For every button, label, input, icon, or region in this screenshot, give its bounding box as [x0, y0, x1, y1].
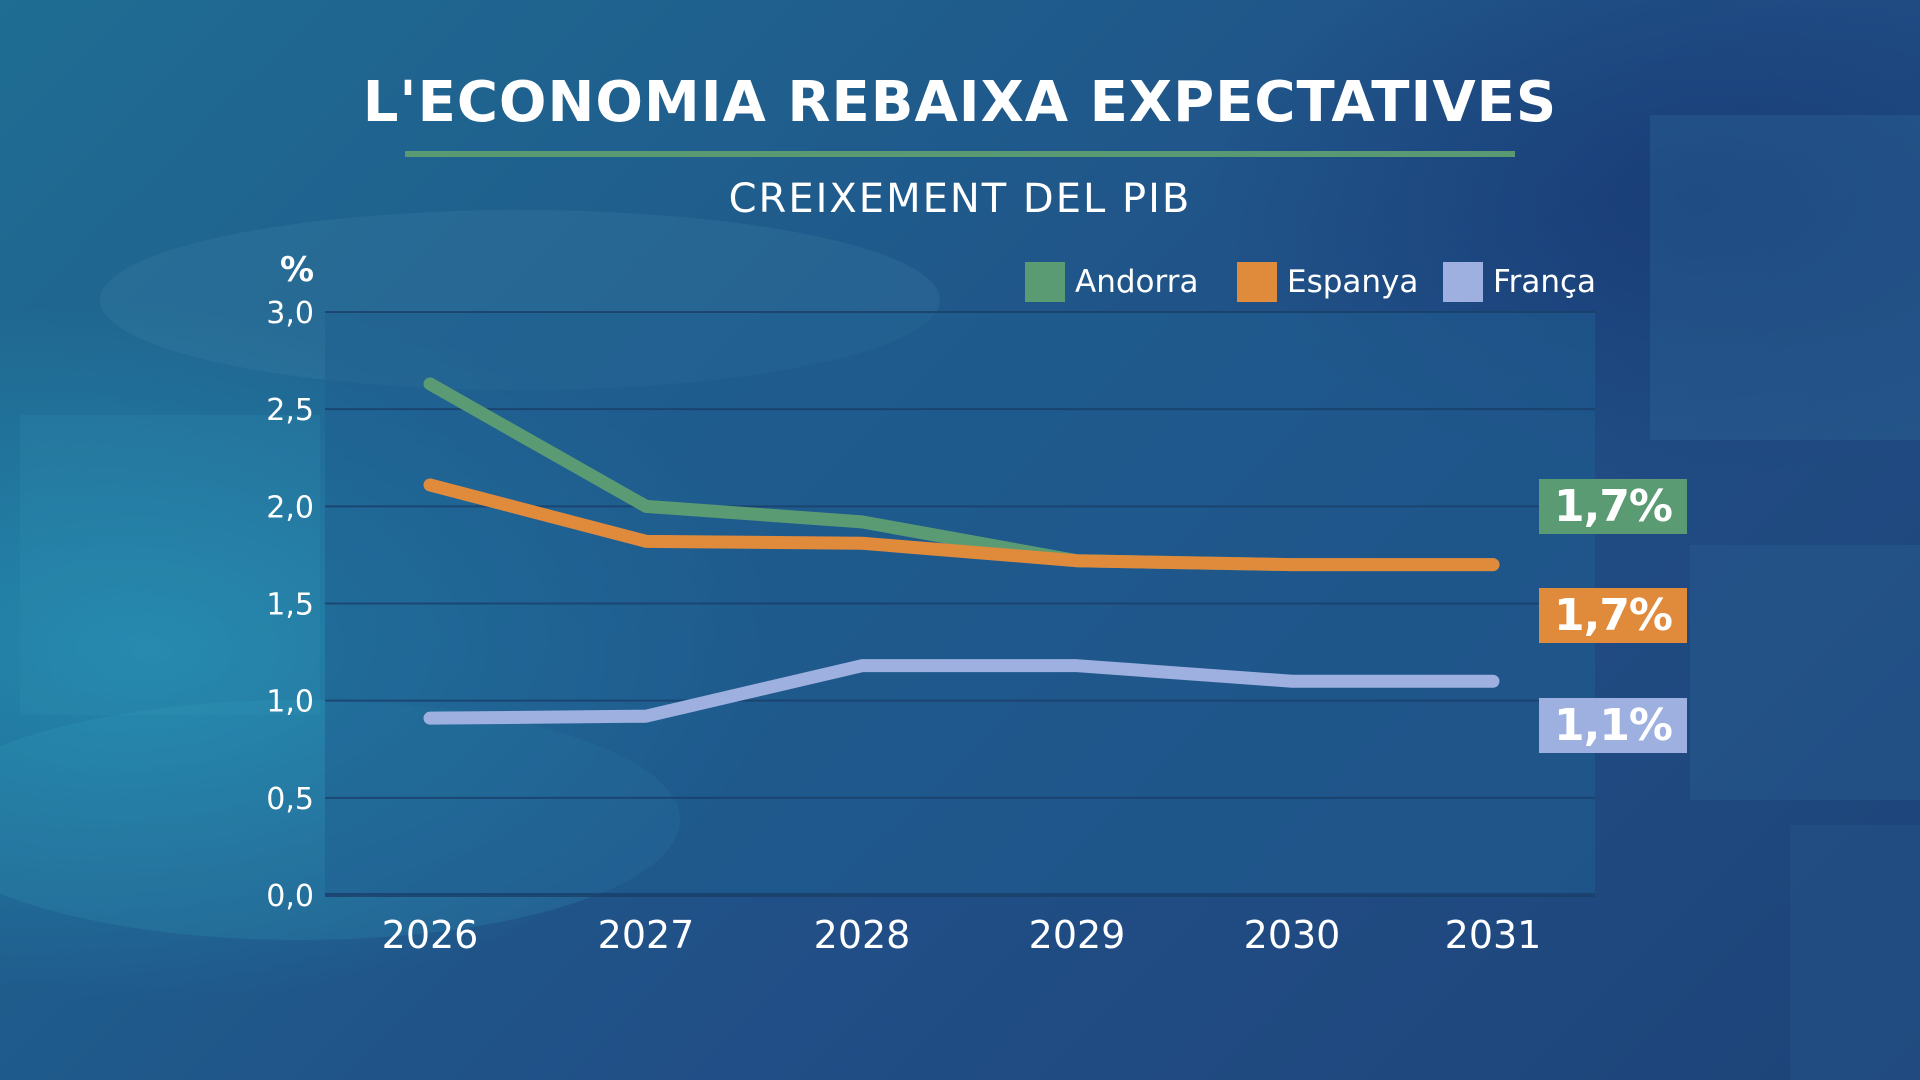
legend-swatch-franca [1443, 262, 1483, 302]
legend-label-espanya: Espanya [1287, 264, 1419, 300]
legend-item-andorra: Andorra [1025, 262, 1198, 302]
end-label-espanya: 1,7% [1539, 588, 1687, 643]
series-line-franca [423, 659, 1500, 725]
y-axis-ticks: 0,0 0,5 1,0 1,5 2,0 2,5 3,0 [266, 296, 314, 914]
x-tick-label: 2026 [382, 913, 479, 957]
x-tick-label: 2027 [598, 913, 695, 957]
legend-item-franca: França [1443, 262, 1596, 302]
series-line-espanya [423, 478, 1500, 572]
chart-title: L'ECONOMIA REBAIXA EXPECTATIVES [362, 70, 1558, 135]
x-tick-label: 2030 [1244, 913, 1341, 957]
x-axis-ticks: 2026 2027 2028 2029 2030 2031 [382, 913, 1542, 957]
x-tick-label: 2031 [1445, 913, 1542, 957]
y-tick-label: 0,0 [266, 879, 314, 914]
end-label-franca: 1,1% [1539, 698, 1687, 753]
x-tick-label: 2028 [814, 913, 911, 957]
chart-subtitle: CREIXEMENT DEL PIB [728, 176, 1192, 222]
series-lines [423, 377, 1500, 725]
legend-swatch-espanya [1237, 262, 1277, 302]
y-tick-label: 1,0 [266, 685, 314, 720]
end-label-andorra: 1,7% [1539, 479, 1687, 534]
y-tick-label: 3,0 [266, 296, 314, 331]
legend-label-franca: França [1493, 264, 1597, 300]
y-tick-label: 0,5 [266, 782, 314, 817]
grid-lines [325, 311, 1595, 897]
title-underline [405, 151, 1515, 157]
legend-swatch-andorra [1025, 262, 1065, 302]
y-tick-label: 1,5 [266, 588, 314, 623]
y-axis-unit-label: % [280, 250, 315, 290]
y-tick-label: 2,5 [266, 393, 314, 428]
x-tick-label: 2029 [1029, 913, 1126, 957]
y-tick-label: 2,0 [266, 490, 314, 525]
legend-item-espanya: Espanya [1237, 262, 1418, 302]
legend-label-andorra: Andorra [1075, 264, 1199, 300]
